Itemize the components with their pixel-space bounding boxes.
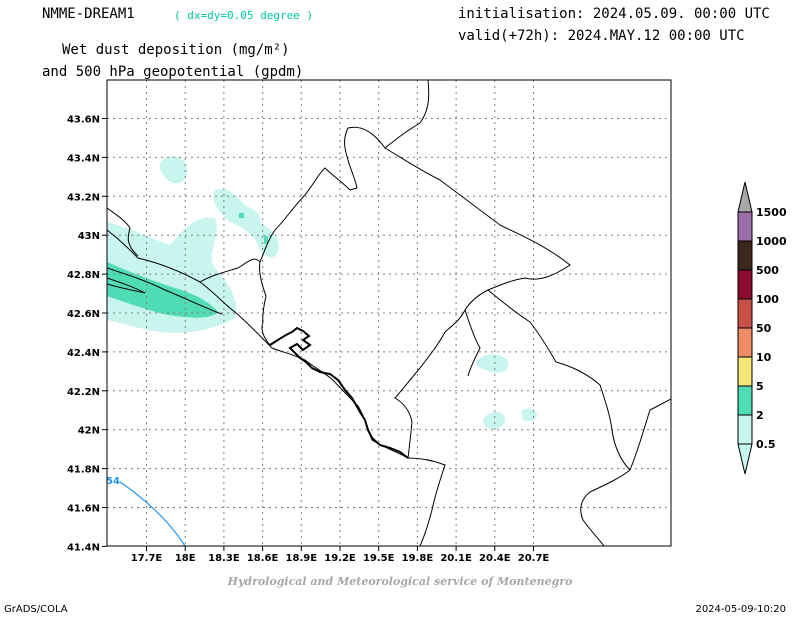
colorbar-label: 1500 [756, 206, 787, 219]
geopotential-contour-54 [119, 481, 186, 546]
geopotential-contour [119, 481, 186, 546]
coastline-albania [407, 457, 446, 546]
contour-label: 54 [106, 476, 120, 487]
colorbar-swatch [737, 356, 753, 387]
latitude-axis: 43.6N 43.4N 43.2N 43N 42.8N 42.6N 42.4N 42.2N 42… [67, 115, 107, 553]
lat-tick-label: 42.8N [67, 270, 100, 281]
variable-title-line2: and 500 hPa geopotential (gpdm) [42, 64, 304, 80]
initialisation-time: initialisation: 2024.05.09. 00:00 UTC [458, 6, 770, 22]
lat-tick-label: 41.8N [67, 465, 100, 476]
border-bih-croatia [107, 207, 139, 257]
colorbar-swatch [737, 269, 753, 300]
colorbar-label: 50 [756, 322, 772, 335]
lat-tick-label: 42.2N [67, 387, 100, 398]
lon-tick-label: 20.4E [479, 553, 511, 564]
lon-tick-label: 18.3E [208, 553, 240, 564]
lon-tick-label: 18.9E [286, 553, 318, 564]
coastline-croatia [107, 229, 236, 313]
lat-tick-label: 43.4N [67, 153, 100, 164]
lon-tick-label: 19.2E [324, 553, 356, 564]
peljesac-peninsula [107, 277, 146, 294]
longitude-axis: 17.7E 18E 18.3E 18.6E 18.9E 19.2E 19.5E 19.8E 20… [131, 546, 550, 564]
dust-area-light [213, 188, 279, 258]
map-grid [107, 80, 671, 546]
colorbar-label: 5 [756, 380, 764, 393]
lat-tick-label: 42.6N [67, 309, 100, 320]
variable-title-line1: Wet dust deposition (mg/m²) [62, 42, 290, 58]
lat-tick-label: 43N [78, 231, 100, 242]
lat-tick-label: 41.4N [67, 542, 100, 553]
credit-text: Hydrological and Meteorological service … [227, 575, 573, 588]
colorbar-label: 2 [756, 409, 764, 422]
model-title: NMME-DREAM1 [42, 6, 135, 22]
dust-area-light [159, 156, 188, 184]
colorbar-label: 100 [756, 293, 779, 306]
border-bih-montenegro [259, 80, 430, 263]
dust-area-light [483, 412, 506, 430]
lat-tick-label: 42N [78, 426, 100, 437]
lat-tick-label: 43.6N [67, 115, 100, 126]
lat-tick-label: 42.4N [67, 348, 100, 359]
colorbar-label: 1000 [756, 235, 787, 248]
lon-tick-label: 18.6E [247, 553, 279, 564]
colorbar-swatch [737, 211, 753, 242]
dust-area-medium [107, 262, 218, 318]
colorbar-label: 500 [756, 264, 779, 277]
border-bih-croatia-south [199, 258, 271, 346]
lon-tick-label: 19.5E [363, 553, 395, 564]
dust-area-medium [239, 213, 244, 218]
island-mljet [107, 267, 223, 315]
lon-tick-label: 18E [175, 553, 196, 564]
dust-deposition-field [107, 156, 537, 430]
lon-tick-label: 20.1E [440, 553, 472, 564]
footer-timestamp: 2024-05-09-10:20 [695, 604, 786, 615]
coastline-montenegro [234, 311, 409, 459]
dust-area-light [521, 408, 537, 422]
colorbar: 0.5 2 5 10 50 100 500 1000 1500 [737, 181, 787, 475]
lat-tick-label: 43.2N [67, 192, 100, 203]
colorbar-swatch [737, 385, 753, 416]
colorbar-swatch [737, 327, 753, 358]
dust-area-light [476, 354, 509, 373]
colorbar-label: 10 [756, 351, 772, 364]
colorbar-swatch [737, 298, 753, 329]
lat-tick-label: 41.6N [67, 504, 100, 515]
coastlines-borders [107, 80, 671, 546]
lon-tick-label: 17.7E [131, 553, 163, 564]
border-montenegro-serbia [384, 147, 571, 333]
colorbar-swatch [737, 240, 753, 271]
valid-time: valid(+72h): 2024.MAY.12 00:00 UTC [458, 28, 745, 44]
lon-tick-label: 19.8E [402, 553, 434, 564]
bay-of-kotor [269, 326, 409, 459]
lon-tick-label: 20.7E [518, 553, 550, 564]
colorbar-swatch [737, 414, 753, 445]
dust-area-medium [264, 236, 268, 244]
resolution-label: ( dx=dy=0.05 degree ) [174, 9, 314, 22]
colorbar-top-arrow [737, 181, 753, 213]
colorbar-label: 0.5 [756, 438, 776, 451]
footer-software: GrADS/COLA [4, 604, 68, 615]
border-albania-macedonia [580, 469, 631, 546]
border-albania-kosovo [464, 309, 481, 377]
border-north-macedonia [629, 398, 671, 471]
border-montenegro-albania [394, 331, 446, 459]
colorbar-bottom-arrow [737, 443, 753, 475]
border-kosovo-serbia [487, 289, 631, 471]
